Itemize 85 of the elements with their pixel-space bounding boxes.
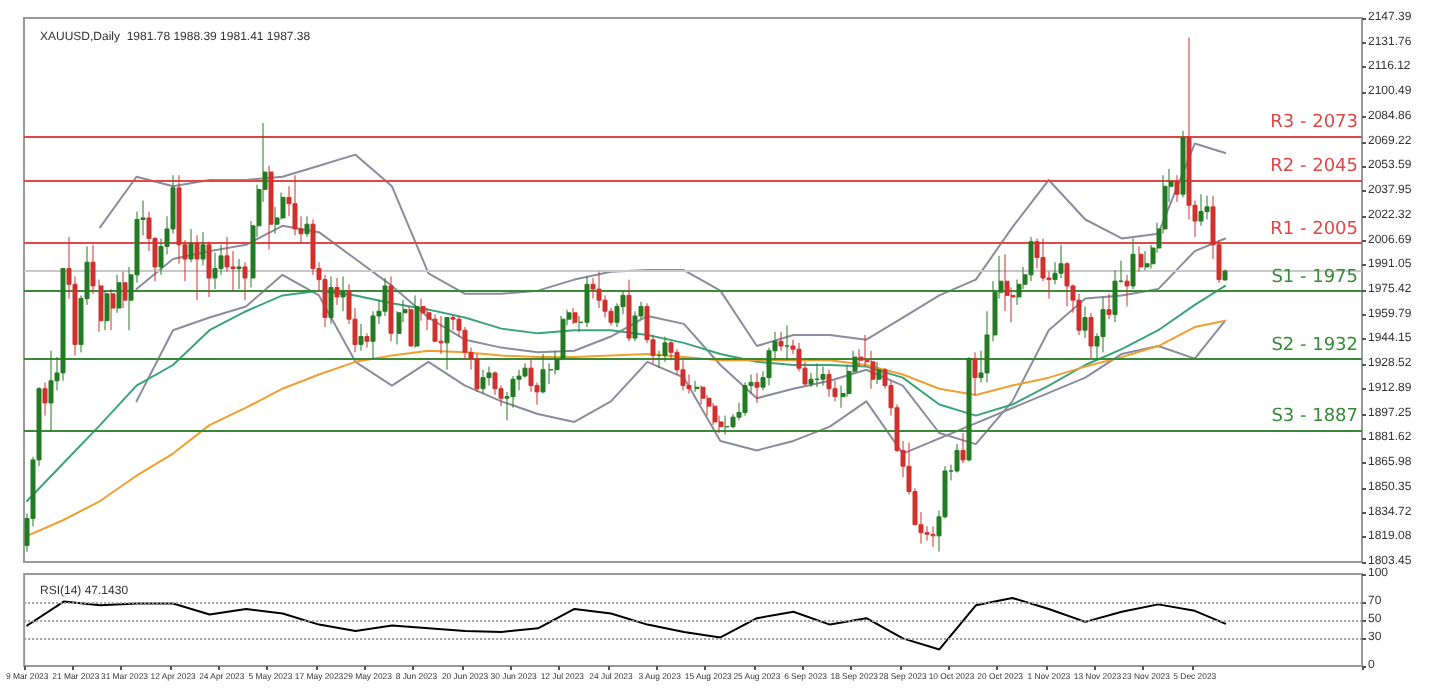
ref-line-label: R1 - 2005 xyxy=(1270,220,1358,241)
candlestick xyxy=(48,350,54,432)
line-series xyxy=(26,284,1227,503)
candlestick xyxy=(358,323,364,352)
ref-line-label: S1 - 1975 xyxy=(1271,267,1358,288)
candlestick xyxy=(328,275,334,325)
candlestick xyxy=(480,369,486,394)
candlestick xyxy=(960,432,966,464)
candlestick xyxy=(1058,244,1064,279)
candlestick xyxy=(242,261,248,301)
line-series xyxy=(135,224,1227,446)
candlestick xyxy=(972,351,978,396)
candlestick xyxy=(334,277,340,306)
candlestick xyxy=(626,279,632,342)
candlestick xyxy=(966,356,972,462)
candlestick xyxy=(572,307,578,325)
candlestick xyxy=(382,277,388,317)
candlestick xyxy=(1100,296,1106,353)
candlestick xyxy=(814,362,820,388)
candlestick xyxy=(1064,261,1070,307)
ref-line-label: R3 - 2073 xyxy=(1270,112,1358,133)
candlestick xyxy=(414,294,420,349)
line-series xyxy=(26,596,1227,651)
line-series xyxy=(26,319,1227,537)
candlestick xyxy=(778,331,784,352)
candlestick xyxy=(954,443,960,474)
candlestick xyxy=(450,313,456,331)
candlestick xyxy=(304,215,310,238)
ref-line-label: S2 - 1932 xyxy=(1271,335,1358,356)
candlestick xyxy=(420,298,426,322)
candlestick xyxy=(662,336,668,363)
candlestick xyxy=(116,274,122,314)
line-series xyxy=(99,142,1227,348)
candlestick xyxy=(206,241,212,298)
candlestick xyxy=(1204,195,1210,220)
candlestick xyxy=(1138,245,1144,273)
ref-line-label: S3 - 1887 xyxy=(1271,406,1358,427)
candlestick xyxy=(1222,268,1228,282)
candlestick xyxy=(876,361,882,385)
candlestick xyxy=(1106,293,1112,320)
candlestick xyxy=(212,252,218,290)
candlestick xyxy=(706,394,712,417)
candlestick xyxy=(340,275,346,312)
candlestick xyxy=(1112,269,1118,323)
candlestick xyxy=(388,275,394,342)
candlestick xyxy=(590,277,596,300)
candlestick xyxy=(1082,305,1088,339)
candlestick xyxy=(486,366,492,387)
candlestick xyxy=(724,415,730,436)
candlestick xyxy=(60,268,66,382)
candlestick xyxy=(540,353,546,394)
candlestick xyxy=(742,381,748,417)
candlestick xyxy=(820,366,826,387)
candlestick xyxy=(42,381,48,417)
candlestick xyxy=(1144,250,1150,271)
candlestick xyxy=(754,372,760,404)
candlestick xyxy=(784,324,790,361)
candlestick xyxy=(364,332,370,349)
candlestick xyxy=(110,288,116,331)
candlestick xyxy=(632,310,638,342)
ref-line-label: R2 - 2045 xyxy=(1270,156,1358,177)
candlestick xyxy=(474,353,480,393)
candlestick xyxy=(236,258,242,290)
candlestick xyxy=(188,228,194,263)
candlestick xyxy=(694,380,700,393)
candlestick xyxy=(712,402,718,426)
candlestick xyxy=(584,275,590,328)
candlestick xyxy=(444,317,450,371)
candlestick xyxy=(1180,130,1186,198)
candlestick xyxy=(438,315,444,355)
candlestick xyxy=(292,174,298,236)
candlestick xyxy=(200,231,206,266)
candlestick xyxy=(194,234,200,301)
candlestick xyxy=(1088,312,1094,360)
candlestick xyxy=(1124,274,1130,307)
candlestick xyxy=(930,525,936,548)
candlestick xyxy=(104,290,110,331)
candlestick xyxy=(1028,236,1034,282)
candlestick xyxy=(268,165,274,251)
candlestick xyxy=(1174,174,1180,203)
candlestick xyxy=(826,369,832,398)
candlestick xyxy=(122,271,128,309)
candlestick xyxy=(1198,193,1204,227)
candlestick xyxy=(408,305,414,347)
candlestick xyxy=(1130,237,1136,290)
